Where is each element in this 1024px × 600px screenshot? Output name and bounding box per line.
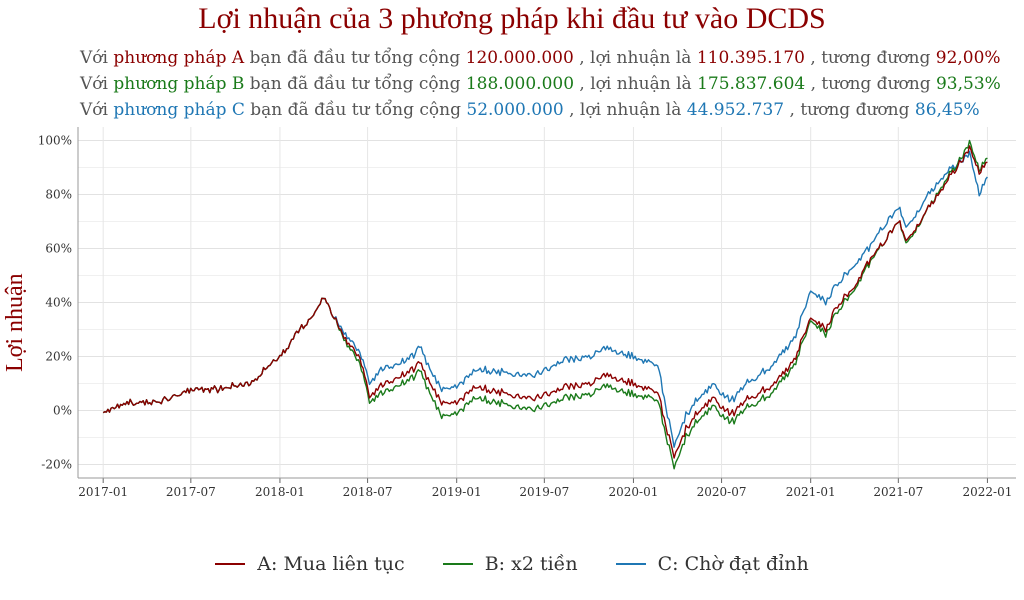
legend-label-b: B: x2 tiền — [484, 553, 578, 575]
y-tick-label: 60% — [45, 242, 72, 256]
legend-swatch-c — [615, 563, 646, 565]
y-axis-label: Lợi nhuận — [2, 273, 28, 372]
x-tick-label: 2019-07 — [519, 485, 569, 499]
series-line-a — [102, 145, 988, 459]
subtitle-method-c: Với phương pháp C bạn đã đầu tư tổng cộn… — [80, 100, 980, 120]
legend-label-a: A: Mua liên tục — [257, 553, 405, 575]
series-line-b — [102, 139, 988, 470]
y-tick-label: 20% — [45, 350, 72, 364]
y-tick-label: 100% — [38, 134, 72, 148]
subtitle-method-a: Với phương pháp A bạn đã đầu tư tổng cộn… — [80, 48, 1001, 68]
legend-swatch-b — [442, 563, 473, 565]
y-tick-label: -20% — [41, 458, 72, 472]
chart-title: Lợi nhuận của 3 phương pháp khi đầu tư v… — [198, 2, 826, 35]
legend-item-b[interactable]: B: x2 tiền — [442, 553, 578, 575]
x-tick-label: 2021-01 — [786, 485, 836, 499]
x-tick-label: 2018-01 — [255, 485, 305, 499]
legend-swatch-a — [215, 563, 246, 565]
legend-item-a[interactable]: A: Mua liên tục — [215, 553, 405, 575]
x-tick-label: 2017-07 — [166, 485, 216, 499]
y-tick-label: 80% — [45, 188, 72, 202]
x-tick-label: 2019-01 — [432, 485, 482, 499]
y-tick-label: 0% — [53, 404, 72, 418]
legend: A: Mua liên tục B: x2 tiền C: Chờ đạt đỉ… — [0, 553, 1024, 575]
x-tick-label: 2021-07 — [873, 485, 923, 499]
subtitle-method-b: Với phương pháp B bạn đã đầu tư tổng cộn… — [80, 74, 1001, 94]
x-tick-label: 2020-07 — [697, 485, 747, 499]
x-tick-label: 2018-07 — [343, 485, 393, 499]
legend-item-c[interactable]: C: Chờ đạt đỉnh — [615, 553, 809, 575]
legend-label-c: C: Chờ đạt đỉnh — [657, 553, 809, 575]
y-tick-label: 40% — [45, 296, 72, 310]
x-tick-label: 2022-01 — [962, 485, 1012, 499]
x-tick-label: 2017-01 — [78, 485, 128, 499]
x-tick-label: 2020-01 — [609, 485, 659, 499]
